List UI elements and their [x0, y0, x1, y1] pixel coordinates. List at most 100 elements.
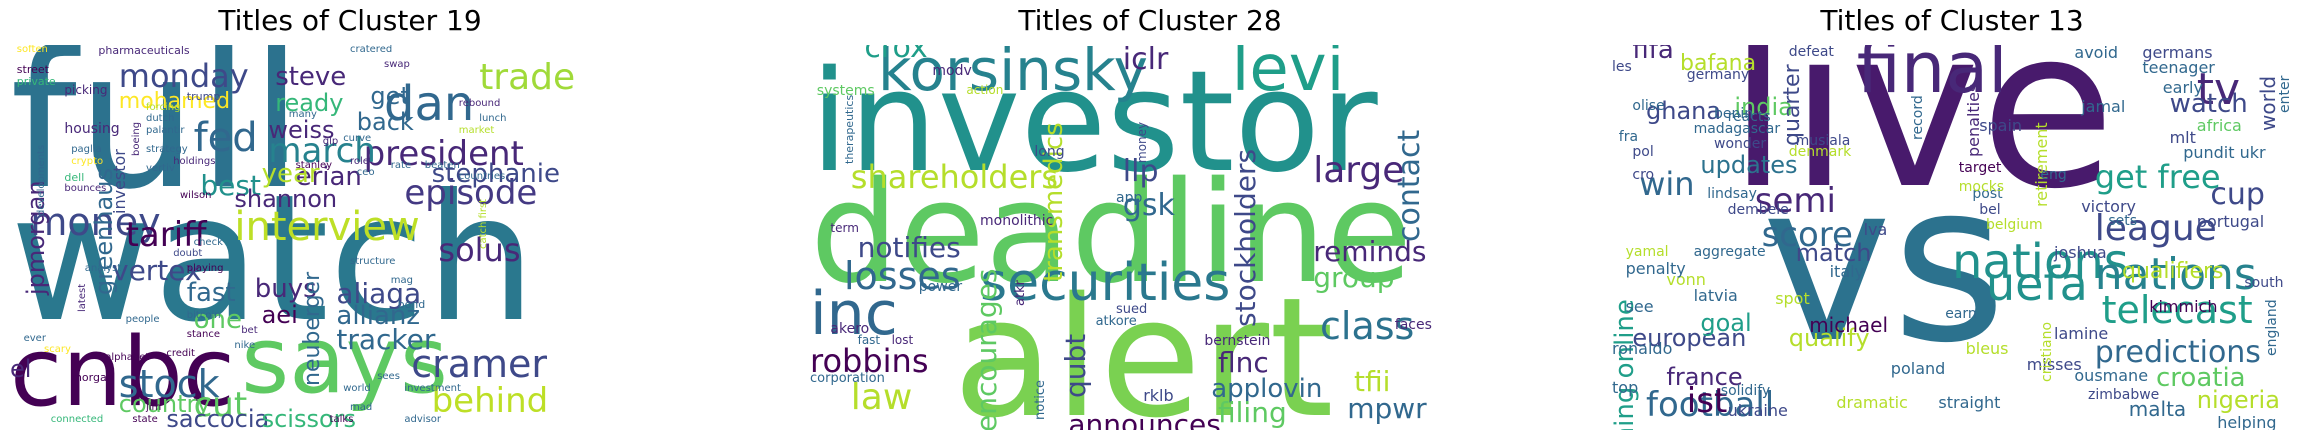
cloud-word: many — [288, 109, 317, 121]
cloud-word: scary — [44, 344, 71, 356]
wordcloud: full watch cnbc says dan trade president episod… — [10, 45, 690, 430]
cloud-word: world — [2256, 75, 2280, 131]
cloud-word: rate — [390, 159, 412, 171]
cloud-word: atkore — [1095, 313, 1137, 329]
cloud-word: jim — [146, 402, 162, 414]
cloud-word: madagascar — [1693, 121, 1781, 137]
cloud-word: italy — [1829, 262, 1865, 282]
cloud-word: world — [343, 382, 371, 394]
cloud-word: pundit ukr — [2183, 143, 2266, 163]
cloud-word: street — [16, 63, 49, 77]
cloud-word: faces — [1394, 317, 1432, 334]
cloud-word: private — [16, 74, 56, 88]
cloud-word: poland — [1890, 358, 1946, 378]
cloud-word: bel — [1979, 201, 2001, 218]
panel-title: Titles of Cluster 13 — [1820, 4, 2084, 37]
cloud-word: aliaga — [336, 276, 422, 310]
cloud-word: cnbc — [10, 318, 235, 429]
panel-title: Titles of Cluster 19 — [218, 4, 482, 37]
cloud-word: retirement — [2031, 122, 2051, 207]
cloud-word: european — [1632, 324, 1747, 353]
cloud-word: investment — [404, 382, 461, 394]
cloud-word: tariff — [125, 215, 207, 256]
cloud-word: analyst — [84, 263, 122, 275]
cloud-word: investor — [810, 45, 1378, 204]
cloud-word: losses — [844, 253, 961, 298]
cloud-word: nations — [1952, 233, 2129, 290]
cloud-word: catch first — [478, 198, 490, 249]
cloud-word: atkr — [1013, 279, 1028, 306]
cloud-word: cramer — [411, 342, 548, 387]
cloud-word: check — [193, 236, 223, 248]
cloud-word: uefa — [1986, 256, 2088, 311]
cloud-word: bleus — [1965, 339, 2009, 359]
cloud-word: spot — [1775, 289, 1810, 309]
cloud-word: president — [363, 134, 524, 175]
cloud-word: best — [200, 169, 261, 203]
cloud-word: talks — [329, 413, 354, 425]
cloud-word: shareholders — [850, 157, 1059, 196]
cloud-word: ousmane — [2074, 366, 2149, 386]
cloud-word: mocks — [1958, 178, 2005, 195]
cloud-word: germany — [1686, 67, 1750, 84]
cloud-word: iclr — [1122, 45, 1169, 77]
cloud-word: filing — [1218, 396, 1287, 430]
cloud-word: england — [2263, 299, 2280, 357]
cloud-word: qualifiers — [2122, 258, 2224, 284]
cloud-word: allianz — [336, 300, 421, 331]
cloud-word: olise — [1632, 97, 1665, 114]
cloud-word: belgium — [1986, 217, 2043, 234]
cloud-word: michael — [1809, 312, 1889, 337]
cloud-word: tv — [2196, 64, 2241, 116]
cloud-word: malta — [2128, 397, 2187, 422]
cloud-word: gsk — [1122, 188, 1175, 224]
cloud-word: soften — [16, 45, 48, 55]
cloud-word: glp — [322, 136, 339, 148]
cloud-word: stephanie — [431, 158, 560, 189]
cloud-word: nigeria — [2196, 385, 2280, 414]
cloud-word: paglia — [71, 144, 102, 156]
cloud-word: app — [1116, 190, 1143, 207]
cloud-word: mohamed — [118, 89, 231, 115]
cloud-word: defeat — [1788, 45, 1834, 60]
cloud-word: stock — [118, 361, 220, 406]
cloud-word: latvia — [1693, 285, 1738, 305]
cloud-word: buys — [254, 274, 317, 304]
cloud-word: morgan — [71, 371, 114, 385]
cloud-word: swap — [384, 59, 410, 71]
wordcloud: investor deadline alert korsinsky levi securi… — [810, 45, 1490, 430]
cloud-word: investor — [110, 149, 129, 214]
cloud-word: stance — [186, 328, 221, 340]
cloud-word: india — [1734, 93, 1793, 122]
cloud-word: behind — [431, 380, 549, 421]
cloud-word: holdings — [173, 155, 216, 167]
cloud-word: football — [1646, 384, 1775, 425]
cloud-word: vertex — [112, 253, 202, 287]
cloud-word: deadline — [810, 152, 1413, 316]
cloud-word: tfii — [1354, 365, 1391, 399]
cloud-word: law — [850, 376, 913, 418]
cloud-word: wilson — [180, 190, 212, 202]
cloud-word: back — [356, 108, 414, 137]
cloud-word: encourages — [970, 268, 1004, 430]
cloud-word: post — [1972, 186, 2003, 203]
cloud-word: germans — [2142, 45, 2213, 62]
cloud-word: saccocia — [166, 404, 270, 430]
cloud-word: sees — [377, 371, 400, 383]
cloud-word: get — [370, 81, 410, 110]
cloud-word: predictions — [2094, 334, 2261, 370]
cloud-word: goal — [1700, 308, 1752, 337]
cloud-word: mad — [350, 402, 373, 414]
cloud-word: cut — [193, 384, 248, 425]
cloud-word: shannon — [234, 185, 338, 214]
cloud-word: qubt — [1058, 333, 1092, 398]
cloud-word: eng — [2040, 167, 2067, 184]
cloud-word: strategy — [146, 144, 188, 156]
cloud-word: group — [1313, 261, 1395, 295]
cloud-word: see — [1625, 297, 1654, 317]
cloud-word: fifa — [1632, 45, 1674, 66]
cloud-word: ghana — [1646, 96, 1722, 125]
cloud-word: boeing — [131, 121, 143, 156]
cloud-word: south — [2244, 275, 2284, 291]
cloud-word: scissors — [261, 404, 357, 430]
